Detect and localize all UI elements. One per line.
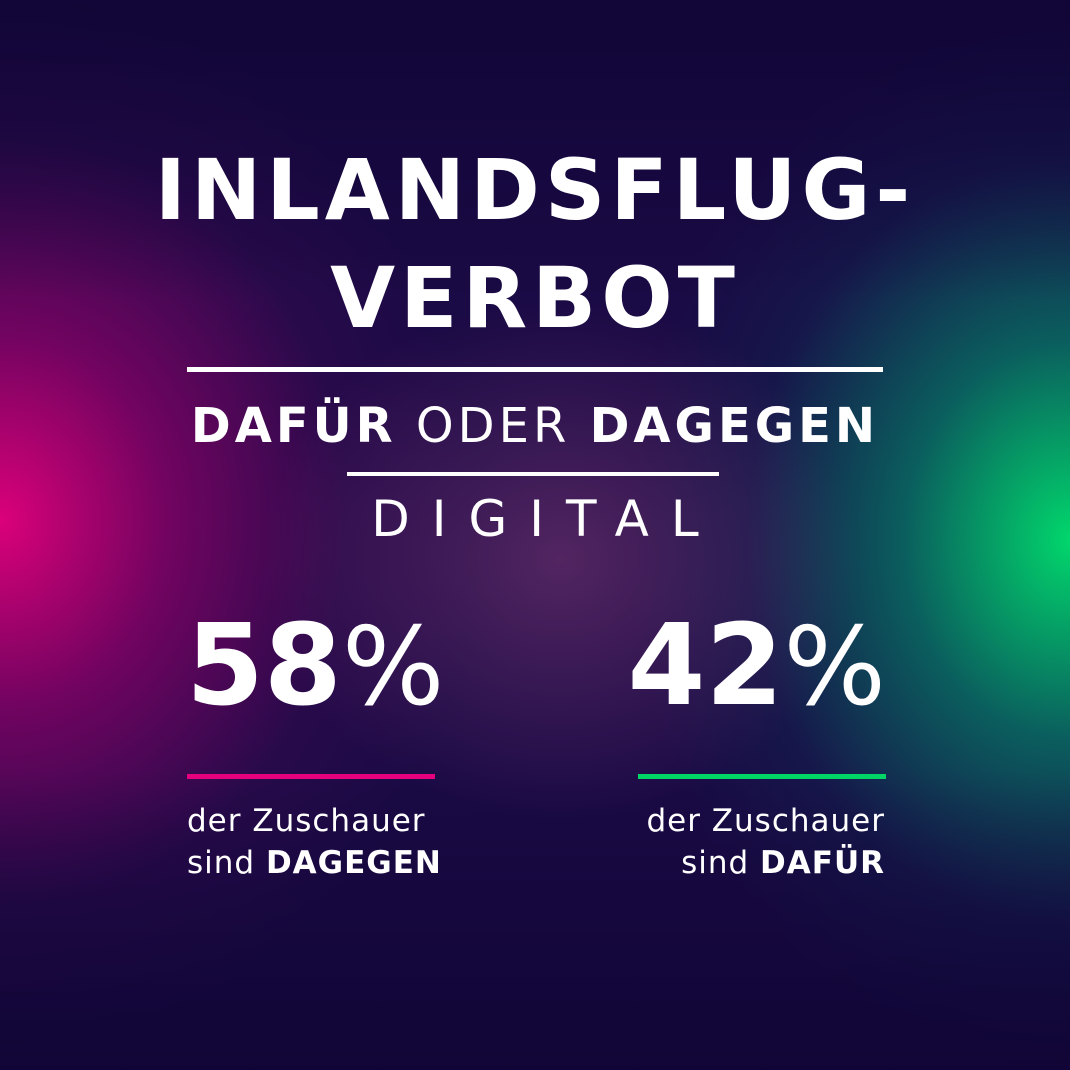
- caption-emphasis: DAGEGEN: [265, 845, 442, 881]
- show-title-connector: ODER: [415, 398, 571, 454]
- caption-line-2: sind DAFÜR: [646, 842, 885, 884]
- caption-line-1: der Zuschauer: [646, 803, 885, 839]
- show-title-pro: DAFÜR: [190, 398, 397, 454]
- result-for-caption: der Zuschauer sind DAFÜR: [646, 800, 885, 884]
- result-for: 42%: [586, 610, 886, 722]
- headline-line-1: INLANDSFLUG-: [154, 141, 916, 239]
- caption-prefix: sind: [681, 845, 750, 881]
- result-against-value: 58: [186, 601, 342, 731]
- result-for-value: 42: [627, 601, 784, 731]
- result-against-percentage: 58%: [186, 610, 486, 722]
- result-for-bar: [638, 774, 886, 779]
- caption-line-1: der Zuschauer: [187, 803, 426, 839]
- result-against: 58%: [186, 610, 486, 722]
- result-for-percentage: 42%: [586, 610, 886, 722]
- show-title: DAFÜR ODER DAGEGEN: [0, 402, 1070, 450]
- caption-line-2: sind DAGEGEN: [187, 842, 442, 884]
- show-title-divider: [347, 472, 719, 476]
- show-format-label: DIGITAL: [371, 490, 721, 548]
- headline-line-2: VERBOT: [330, 249, 740, 347]
- caption-emphasis: DAFÜR: [760, 845, 885, 881]
- result-against-caption: der Zuschauer sind DAGEGEN: [187, 800, 442, 884]
- percent-sign: %: [783, 605, 886, 730]
- caption-prefix: sind: [187, 845, 256, 881]
- show-title-contra: DAGEGEN: [589, 398, 880, 454]
- percent-sign: %: [341, 605, 445, 730]
- headline-divider: [187, 367, 883, 372]
- result-against-bar: [187, 774, 435, 779]
